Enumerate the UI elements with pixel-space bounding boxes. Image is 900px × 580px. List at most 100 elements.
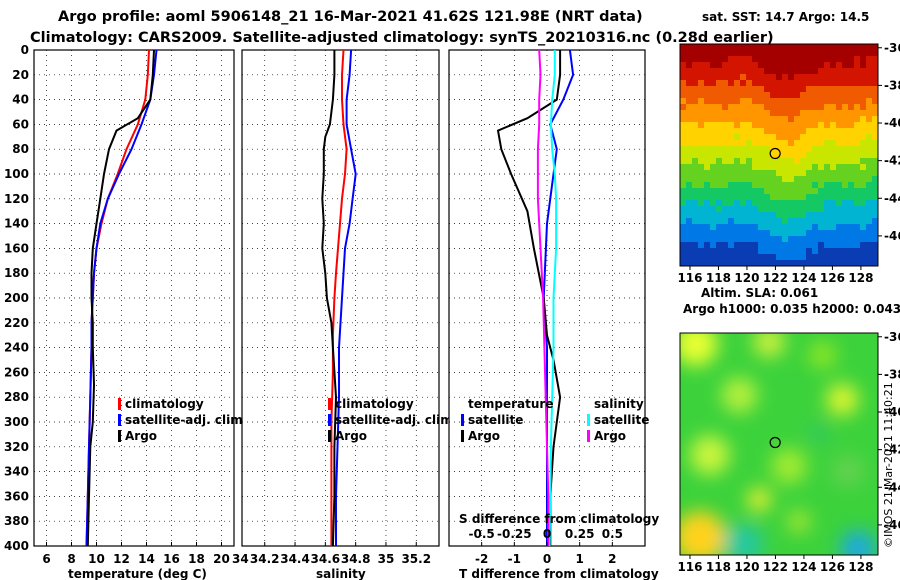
sst-cell bbox=[854, 236, 861, 243]
sst-cell bbox=[782, 146, 789, 153]
sst-cell bbox=[824, 128, 831, 135]
sst-cell bbox=[854, 242, 861, 249]
sst-cell bbox=[704, 224, 711, 231]
sst-cell bbox=[818, 218, 825, 225]
sst-latitude-ticks: -36 -38 -40 -42 -44 -46 bbox=[878, 41, 900, 243]
sst-cell bbox=[860, 182, 867, 189]
sst-cell bbox=[692, 188, 699, 195]
sst-cell bbox=[740, 50, 747, 57]
sst-cell bbox=[746, 158, 753, 165]
lat-tick-label: -40 bbox=[884, 405, 900, 419]
sst-cell bbox=[722, 116, 729, 123]
sst-cell bbox=[752, 80, 759, 87]
sst-cell bbox=[710, 176, 717, 183]
sst-cell bbox=[740, 236, 747, 243]
sst-cell bbox=[686, 224, 693, 231]
sla-blob bbox=[808, 422, 829, 443]
sst-cell bbox=[842, 50, 849, 57]
sst-cell bbox=[782, 182, 789, 189]
s-diff-tick-label: 0.5 bbox=[602, 527, 623, 541]
sst-cell bbox=[788, 224, 795, 231]
lat-tick-label: -38 bbox=[884, 367, 900, 381]
sst-cell bbox=[746, 254, 753, 261]
sst-cell bbox=[818, 260, 825, 266]
sst-cell bbox=[836, 98, 843, 105]
sst-cell bbox=[788, 218, 795, 225]
sst-cell bbox=[722, 152, 729, 159]
sst-cell bbox=[794, 200, 801, 207]
sst-cell bbox=[818, 212, 825, 219]
sst-cell bbox=[734, 206, 741, 213]
sst-cell bbox=[764, 248, 771, 255]
sst-cell bbox=[764, 176, 771, 183]
sst-cell bbox=[788, 80, 795, 87]
sst-cell bbox=[806, 212, 813, 219]
sst-cell bbox=[842, 80, 849, 87]
sst-cell bbox=[860, 230, 867, 237]
sst-cell bbox=[752, 74, 759, 81]
sst-cell bbox=[800, 236, 807, 243]
sst-cell bbox=[698, 122, 705, 129]
sst-cell bbox=[836, 56, 843, 63]
lat-tick-label: -40 bbox=[884, 116, 900, 130]
sst-cell bbox=[872, 248, 878, 255]
sst-cell bbox=[680, 86, 687, 93]
sst-cell bbox=[764, 212, 771, 219]
sst-cell bbox=[746, 140, 753, 147]
sst-cell bbox=[740, 230, 747, 237]
sst-cell bbox=[740, 164, 747, 171]
sst-cell bbox=[728, 248, 735, 255]
sst-cell bbox=[806, 134, 813, 141]
sst-cell bbox=[710, 56, 717, 63]
sst-cell bbox=[866, 224, 873, 231]
sst-cell bbox=[806, 170, 813, 177]
sst-cell bbox=[740, 212, 747, 219]
sst-cell bbox=[692, 224, 699, 231]
sst-cell bbox=[770, 188, 777, 195]
sst-cell bbox=[824, 140, 831, 147]
sst-cell bbox=[692, 206, 699, 213]
sst-cell bbox=[848, 92, 855, 99]
sla-map-subtitle: Argo h1000: 0.035 h2000: 0.043 bbox=[683, 302, 900, 316]
sst-cell bbox=[698, 206, 705, 213]
sst-cell bbox=[680, 92, 687, 99]
sst-cell bbox=[692, 170, 699, 177]
sla-blob bbox=[840, 530, 877, 555]
sst-cell bbox=[848, 56, 855, 63]
sst-cell bbox=[806, 50, 813, 57]
sst-cell bbox=[818, 122, 825, 129]
sst-cell bbox=[818, 62, 825, 69]
lat-tick-label: -36 bbox=[884, 41, 900, 55]
sst-cell bbox=[836, 152, 843, 159]
sst-cell bbox=[788, 74, 795, 81]
s-difference-axis-ticks: -0.5 -0.25 0 0.25 0.5 bbox=[469, 527, 623, 541]
sst-cell bbox=[776, 98, 783, 105]
sst-cell bbox=[842, 56, 849, 63]
sst-cell bbox=[836, 170, 843, 177]
sst-cell bbox=[854, 140, 861, 147]
sst-cell bbox=[746, 194, 753, 201]
sst-cell bbox=[842, 194, 849, 201]
sst-cell bbox=[818, 86, 825, 93]
sst-cell bbox=[818, 176, 825, 183]
sst-cell bbox=[728, 260, 735, 266]
sla-blob bbox=[721, 377, 758, 414]
series-line-argo bbox=[321, 50, 338, 547]
sst-cell bbox=[788, 116, 795, 123]
sst-cell bbox=[836, 86, 843, 93]
depth-tick-label: 300 bbox=[4, 415, 29, 429]
sst-cell bbox=[818, 44, 825, 51]
legend-swatch-s-argo bbox=[587, 430, 590, 442]
sst-cell bbox=[866, 164, 873, 171]
legend-label-satellite: satellite-adj. clim. bbox=[125, 413, 247, 427]
sst-cell bbox=[716, 146, 723, 153]
sst-cell bbox=[806, 74, 813, 81]
sst-cell bbox=[836, 248, 843, 255]
sst-cell bbox=[680, 254, 687, 261]
sst-cell bbox=[710, 164, 717, 171]
series-line-temperature-argo bbox=[496, 50, 562, 546]
sst-cell bbox=[734, 62, 741, 69]
sst-cell bbox=[770, 206, 777, 213]
sst-cell bbox=[764, 260, 771, 266]
sst-cell bbox=[782, 176, 789, 183]
